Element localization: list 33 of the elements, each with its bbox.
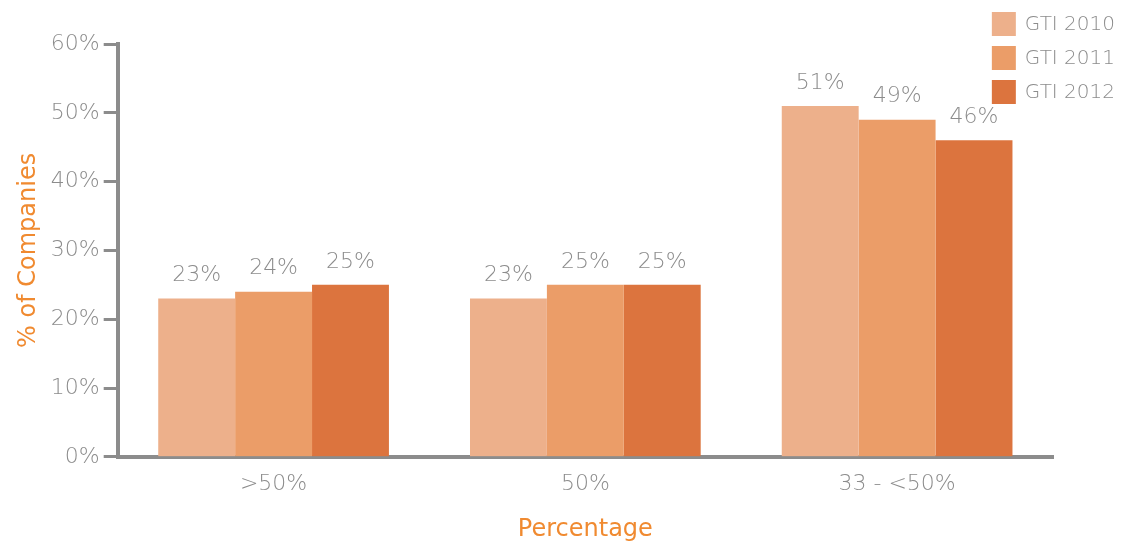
y-tick-label: 40% (50, 167, 100, 193)
y-tick-label: 20% (50, 304, 100, 330)
y-axis-title: % of Companies (12, 152, 41, 348)
y-tick-label: 0% (64, 442, 100, 468)
data-label: 25% (560, 247, 610, 273)
data-label: 23% (172, 261, 222, 287)
legend-label: GTI 2010 (1024, 11, 1115, 36)
data-label: 25% (326, 247, 375, 273)
x-tick-label: 50% (560, 469, 610, 495)
bar (158, 298, 236, 457)
y-tick-label: 50% (50, 98, 100, 124)
y-tick-label: 10% (50, 373, 100, 399)
y-tick-label: 60% (50, 29, 100, 55)
bar (781, 105, 859, 457)
data-label: 46% (949, 103, 999, 129)
legend-label: GTI 2011 (1024, 45, 1115, 70)
bar (312, 284, 389, 457)
bar (470, 298, 547, 457)
data-label: 51% (795, 68, 845, 94)
bar (623, 284, 701, 457)
legend-label: GTI 2012 (1024, 79, 1115, 104)
data-label: 49% (872, 82, 922, 108)
x-tick-label: >50% (239, 469, 308, 495)
bar (935, 140, 1013, 457)
bar (546, 284, 624, 457)
bar (235, 291, 313, 457)
data-label: 24% (249, 254, 299, 280)
y-tick-label: 30% (50, 236, 100, 262)
x-axis-title: Percentage (517, 513, 653, 542)
bar (858, 119, 936, 457)
x-tick-label: 33 - <50% (838, 469, 956, 495)
data-label: 25% (637, 247, 687, 273)
data-label: 23% (483, 261, 533, 287)
